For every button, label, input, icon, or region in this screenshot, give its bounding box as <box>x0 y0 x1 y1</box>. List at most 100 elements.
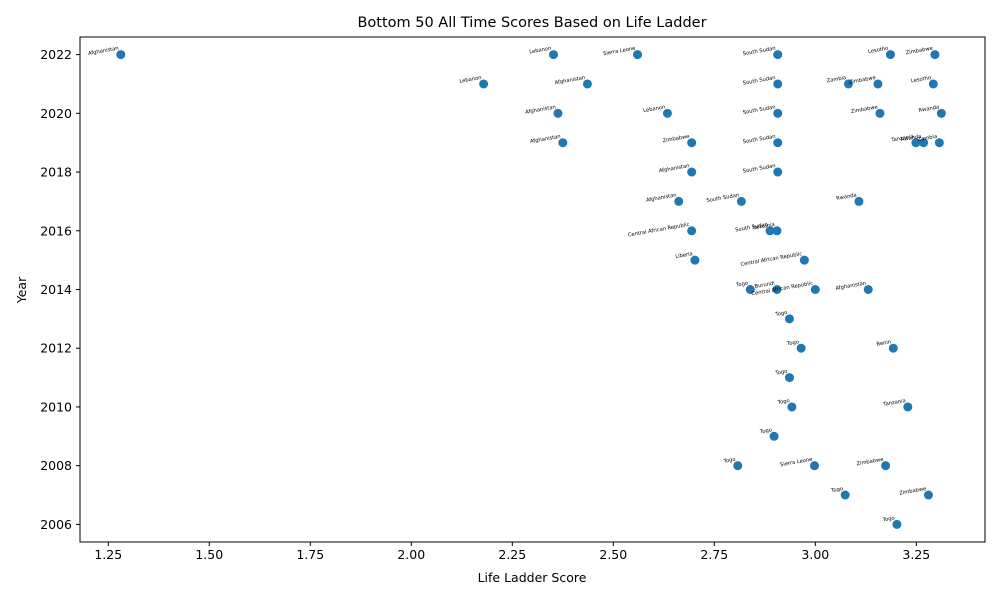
data-point-label: Rwanda <box>836 192 858 202</box>
data-point <box>745 285 755 294</box>
data-point-label: Togo <box>722 457 736 465</box>
data-point <box>923 490 933 500</box>
x-tick-label: 2.50 <box>599 547 627 562</box>
x-tick-label: 3.25 <box>902 547 930 562</box>
point-labels: Afghanistan Lebanon Sierra Leone South Suda… <box>88 46 940 524</box>
data-point <box>769 431 779 441</box>
data-point-label: Togo <box>776 398 790 406</box>
x-tick-label: 1.25 <box>94 547 122 562</box>
data-point <box>840 490 850 500</box>
data-point <box>765 226 775 236</box>
data-point <box>553 108 563 118</box>
data-point-label: South Sudan <box>706 192 740 204</box>
data-point-label: Togo <box>759 427 773 435</box>
data-point-label: Afghanistan <box>88 46 119 57</box>
data-point <box>733 461 743 471</box>
data-point-label: Afghanistan <box>646 192 677 203</box>
data-point-label: Tanzania <box>890 134 914 144</box>
y-tick-label: 2014 <box>40 282 72 297</box>
data-point-label: Afghanistan <box>835 281 866 292</box>
data-point <box>773 108 783 118</box>
data-point-label: Central African Republic <box>740 251 803 268</box>
data-point <box>934 138 944 148</box>
data-point-label: South Sudan <box>742 104 776 116</box>
data-point <box>773 50 783 60</box>
data-point <box>875 108 885 118</box>
data-point-label: Afghanistan <box>659 163 690 174</box>
data-point-label: Lebanon <box>643 104 666 114</box>
data-point-label: South Sudan <box>735 222 769 234</box>
data-point-label: Benin <box>876 339 892 347</box>
data-point-label: Afghanistan <box>530 134 561 145</box>
data-point <box>873 79 883 89</box>
y-tick-label: 2022 <box>40 47 72 62</box>
y-tick-label: 2012 <box>40 341 72 356</box>
data-point <box>772 226 782 236</box>
data-point <box>687 138 697 148</box>
data-point <box>888 343 898 353</box>
data-point <box>773 167 783 177</box>
data-point <box>687 167 697 177</box>
data-point <box>736 196 746 206</box>
data-point <box>892 519 902 529</box>
y-tick-label: 2020 <box>40 106 72 121</box>
data-point-label: South Sudan <box>742 46 776 58</box>
data-point <box>796 343 806 353</box>
data-point-label: Liberia <box>675 251 693 260</box>
data-point <box>881 461 891 471</box>
data-point-label: Lebanon <box>529 46 552 56</box>
x-tick-label: 1.50 <box>195 547 223 562</box>
x-tick-label: 2.75 <box>700 547 728 562</box>
data-point <box>810 461 820 471</box>
data-point-label: Burundi <box>754 281 775 290</box>
y-axis-ticks: 2006 2008 2010 2012 2014 2016 2018 2020 2022 <box>40 47 80 532</box>
data-point-label: Zimbabwe <box>899 486 927 497</box>
data-point <box>116 50 126 60</box>
data-point <box>687 226 697 236</box>
data-point <box>558 138 568 148</box>
data-point-label: Lesotho <box>868 46 889 55</box>
data-point <box>799 255 809 265</box>
data-point <box>662 108 672 118</box>
data-point <box>773 138 783 148</box>
data-point <box>787 402 797 412</box>
data-point-label: Sierra Leone <box>780 457 813 469</box>
data-point-label: Tanzania <box>882 398 906 408</box>
data-point-label: Togo <box>881 515 895 523</box>
data-point <box>582 79 592 89</box>
x-tick-label: 1.75 <box>296 547 324 562</box>
data-point <box>784 314 794 324</box>
data-point <box>773 79 783 89</box>
data-point <box>549 50 559 60</box>
data-point <box>919 138 929 148</box>
data-point-label: Zambia <box>826 75 846 84</box>
data-point-label: Zimbabwe <box>850 104 878 115</box>
data-point-label: Central African Republic <box>627 222 690 239</box>
y-tick-label: 2006 <box>40 517 72 532</box>
data-point-label: Zimbabwe <box>905 46 933 57</box>
data-point-label: Sierra Leone <box>603 46 636 58</box>
x-tick-label: 3.00 <box>801 547 829 562</box>
data-point <box>843 79 853 89</box>
chart-title: Bottom 50 All Time Scores Based on Life … <box>357 15 706 31</box>
data-point-label: Lebanon <box>459 75 482 85</box>
data-point-label: Togo <box>735 281 749 289</box>
data-point-label: Rwanda <box>918 104 940 114</box>
data-point <box>784 373 794 383</box>
x-tick-label: 2.00 <box>397 547 425 562</box>
data-point <box>690 255 700 265</box>
y-axis-label: Year <box>14 276 29 304</box>
y-tick-label: 2010 <box>40 399 72 414</box>
data-point <box>674 196 684 206</box>
data-point <box>930 50 940 60</box>
x-axis-label: Life Ladder Score <box>478 570 587 585</box>
data-point-label: Rwanda <box>900 134 922 144</box>
x-tick-label: 2.25 <box>498 547 526 562</box>
data-point-label: Togo <box>830 486 844 494</box>
data-point <box>928 79 938 89</box>
data-point-label: Togo <box>786 339 800 347</box>
data-point <box>903 402 913 412</box>
data-point-label: Zimbabwe <box>856 457 884 468</box>
